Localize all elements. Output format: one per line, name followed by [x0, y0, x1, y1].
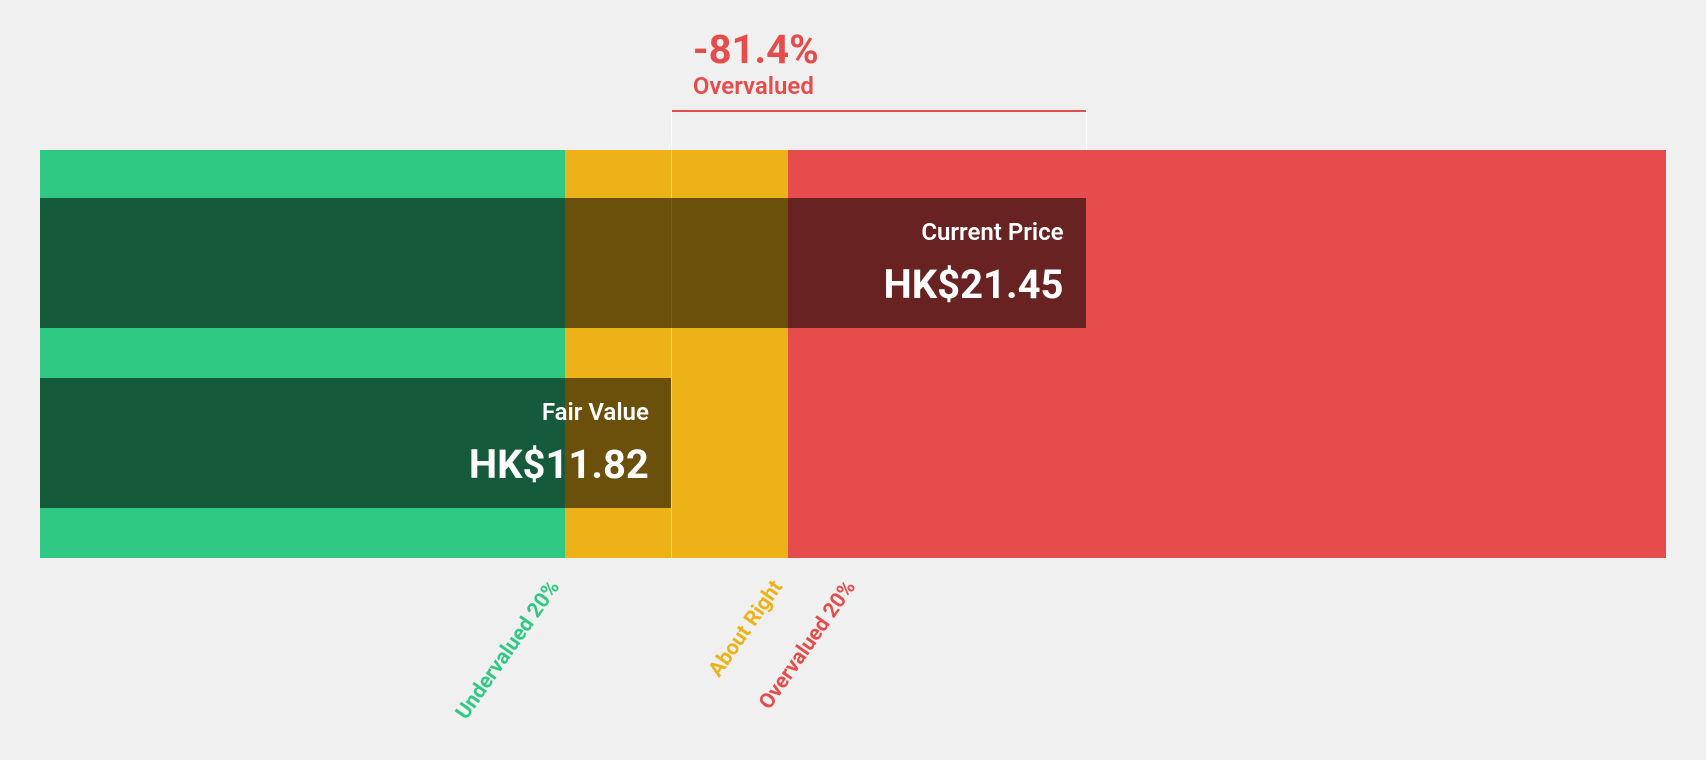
axis-label-undervalued: 20% Undervalued — [546, 576, 566, 590]
current-price-value: HK$21.45 — [883, 261, 1063, 308]
fair-value-value: HK$11.82 — [469, 441, 649, 488]
bracket-drop-left — [671, 110, 672, 150]
overvalued-indicator: -81.4% Overvalued — [693, 28, 819, 100]
axis-label-about-right: About Right — [768, 576, 788, 590]
current-price-bar: Current Price HK$21.45 — [40, 198, 1086, 328]
valuation-chart: Current Price HK$21.45 Fair Value HK$11.… — [40, 150, 1666, 558]
fair-value-label: Fair Value — [542, 398, 649, 426]
bracket-line — [671, 110, 1086, 112]
overvalued-percent: -81.4% — [693, 28, 819, 72]
fair-value-bar: Fair Value HK$11.82 — [40, 378, 671, 508]
bracket-drop-right — [1086, 110, 1087, 150]
current-price-label: Current Price — [921, 218, 1063, 246]
axis-label-overvalued: 20% Overvalued — [841, 576, 861, 590]
overvalued-label: Overvalued — [693, 72, 819, 100]
